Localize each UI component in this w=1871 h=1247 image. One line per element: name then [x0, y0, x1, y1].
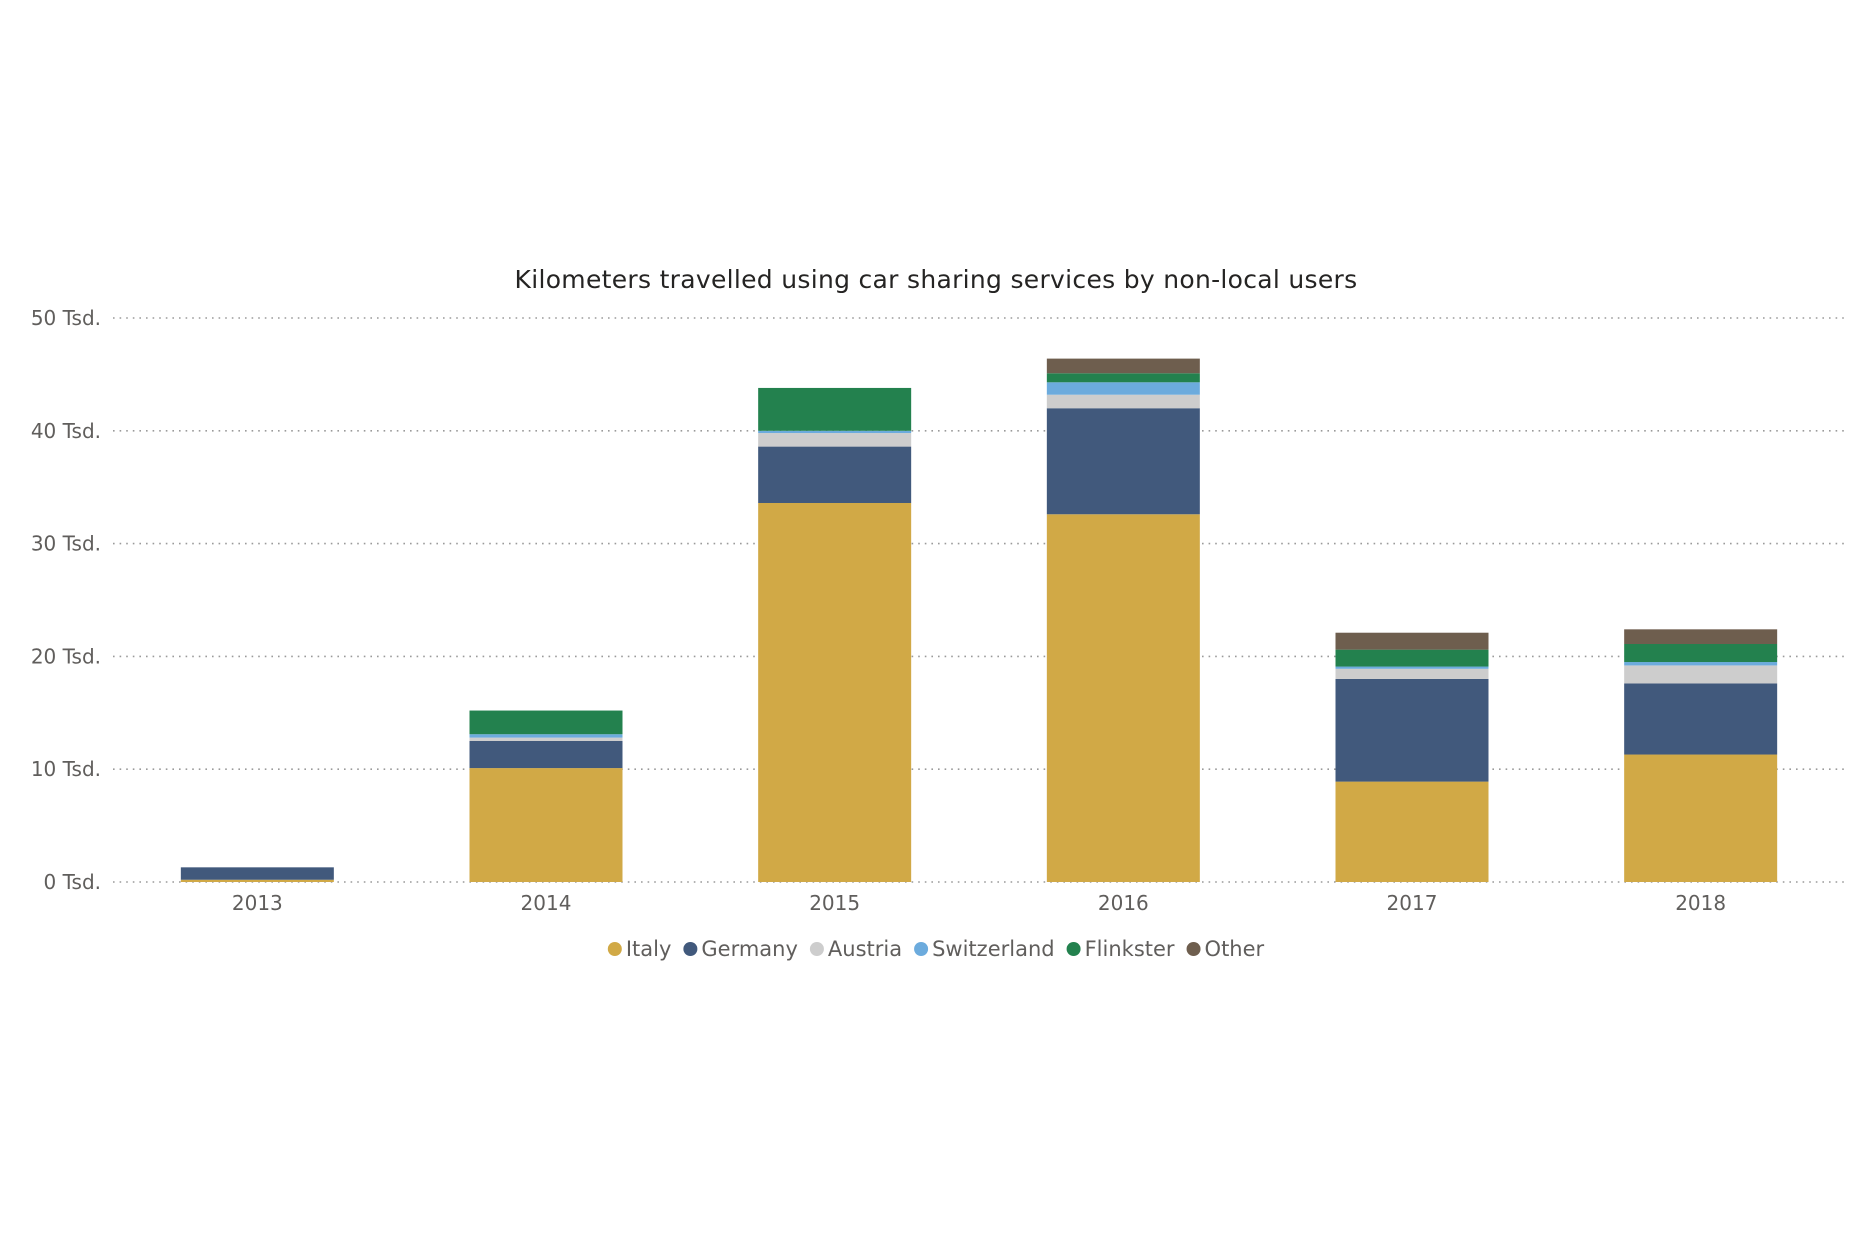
bar-segment-other-2017 [1335, 632, 1489, 650]
gridlines [113, 317, 1845, 883]
chart-title: Kilometers travelled using car sharing s… [515, 265, 1358, 294]
bar-segment-germany-2013 [180, 867, 334, 880]
legend-item-austria[interactable]: Austria [809, 937, 902, 961]
bar-segment-switzerland-2014 [469, 734, 623, 738]
bar-segment-italy-2017 [1335, 781, 1489, 882]
bar-segment-austria-2015 [758, 433, 912, 447]
bar-segment-flinkster-2016 [1046, 373, 1200, 383]
y-tick-label: 30 Tsd. [31, 532, 101, 556]
legend-label: Austria [828, 937, 902, 961]
legend-marker [809, 942, 824, 956]
x-tick-label: 2013 [232, 891, 283, 915]
legend: Italy Germany Austria Switzerland Flinkster O… [607, 937, 1265, 961]
legend-marker [683, 942, 698, 956]
bar-segment-switzerland-2015 [758, 430, 912, 434]
bar-segment-austria-2017 [1335, 668, 1489, 679]
legend-label: Flinkster [1085, 937, 1175, 961]
bar-segment-switzerland-2018 [1624, 662, 1778, 666]
legend-label: Switzerland [932, 937, 1055, 961]
legend-item-other[interactable]: Other [1186, 937, 1265, 961]
bar-segment-austria-2014 [469, 737, 623, 741]
legend-marker [607, 942, 622, 956]
x-tick-label: 2016 [1098, 891, 1149, 915]
bar-segment-other-2018 [1624, 629, 1778, 644]
legend-marker [1186, 942, 1201, 956]
legend-label: Germany [701, 937, 798, 961]
y-tick-label: 40 Tsd. [31, 419, 101, 443]
bar-segment-germany-2014 [469, 741, 623, 769]
bar-segment-germany-2018 [1624, 683, 1778, 755]
x-axis-tick-labels: 2013 2014 2015 2016 2017 2018 [232, 891, 1726, 915]
bar-segment-flinkster-2014 [469, 710, 623, 735]
legend-item-germany[interactable]: Germany [683, 937, 798, 961]
bar-segment-italy-2016 [1046, 514, 1200, 882]
legend-label: Italy [626, 937, 672, 961]
bars [180, 358, 1778, 882]
bar-segment-italy-2018 [1624, 754, 1778, 882]
bar-segment-flinkster-2015 [758, 387, 912, 431]
y-tick-label: 50 Tsd. [31, 306, 101, 330]
x-tick-label: 2018 [1675, 891, 1726, 915]
y-tick-label: 10 Tsd. [31, 757, 101, 781]
bar-segment-switzerland-2017 [1335, 666, 1489, 669]
bar-segment-switzerland-2016 [1046, 382, 1200, 395]
x-tick-label: 2017 [1387, 891, 1438, 915]
bar-segment-flinkster-2018 [1624, 643, 1778, 663]
bar-segment-germany-2015 [758, 446, 912, 503]
bar-segment-italy-2013 [180, 879, 334, 882]
legend-item-switzerland[interactable]: Switzerland [914, 937, 1055, 961]
legend-item-flinkster[interactable]: Flinkster [1066, 937, 1175, 961]
x-tick-label: 2015 [809, 891, 860, 915]
y-tick-label: 20 Tsd. [31, 644, 101, 668]
x-tick-label: 2014 [521, 891, 572, 915]
legend-label: Other [1205, 937, 1265, 961]
bar-segment-italy-2014 [469, 768, 623, 882]
bar-segment-austria-2018 [1624, 665, 1778, 684]
legend-marker [914, 942, 929, 956]
legend-marker [1066, 942, 1081, 956]
y-tick-label: 0 Tsd. [44, 870, 101, 894]
bar-segment-other-2016 [1046, 358, 1200, 374]
legend-item-italy[interactable]: Italy [607, 937, 672, 961]
bar-segment-flinkster-2017 [1335, 649, 1489, 667]
bar-segment-germany-2017 [1335, 678, 1489, 782]
bar-segment-germany-2016 [1046, 408, 1200, 515]
bar-segment-italy-2015 [758, 502, 912, 882]
y-axis-tick-labels: 0 Tsd. 10 Tsd. 20 Tsd. 30 Tsd. 40 Tsd. 50 Tsd… [31, 306, 101, 894]
bar-segment-austria-2016 [1046, 394, 1200, 409]
